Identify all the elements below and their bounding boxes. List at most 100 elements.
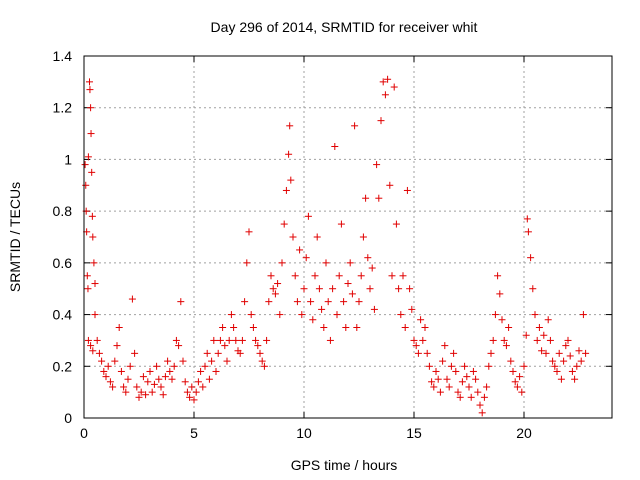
data-point: [170, 362, 178, 370]
data-point: [320, 324, 328, 331]
data-point: [87, 104, 95, 112]
data-point: [496, 290, 504, 298]
plot-frame: [83, 55, 613, 419]
data-point: [397, 311, 405, 319]
data-point: [238, 336, 246, 344]
data-point: [146, 367, 154, 375]
data-point: [197, 367, 205, 375]
data-point: [86, 86, 94, 94]
data-point: [245, 228, 253, 236]
data-point: [467, 393, 475, 401]
data-point: [529, 285, 537, 293]
data-point: [265, 298, 273, 306]
data-point: [144, 378, 152, 386]
data-point: [139, 373, 147, 381]
data-point: [192, 388, 200, 396]
data-point: [86, 78, 93, 86]
data-point: [188, 383, 196, 391]
data-point: [201, 362, 209, 370]
data-point: [531, 311, 539, 319]
data-point: [412, 342, 420, 350]
data-point: [260, 362, 268, 370]
data-point: [348, 290, 356, 298]
data-point: [179, 357, 187, 365]
data-point: [582, 349, 590, 357]
data-point: [331, 143, 339, 150]
data-point: [557, 375, 565, 383]
y-tick-label: 0.2: [53, 358, 73, 374]
data-point: [454, 388, 462, 396]
data-point: [322, 259, 330, 267]
data-point: [384, 75, 392, 83]
data-point: [199, 383, 207, 391]
data-point: [480, 393, 488, 401]
data-point: [291, 272, 299, 280]
y-tick-label: 1: [64, 151, 72, 167]
data-point: [100, 367, 108, 375]
data-point: [243, 259, 251, 267]
data-point: [524, 228, 532, 236]
data-point: [445, 383, 453, 391]
data-point: [269, 285, 277, 293]
data-point: [81, 161, 89, 169]
data-point: [286, 122, 294, 130]
data-point: [366, 285, 374, 293]
data-point: [573, 362, 581, 370]
data-point: [509, 367, 517, 375]
data-point: [463, 373, 471, 381]
data-point: [469, 367, 477, 375]
data-point: [560, 357, 568, 365]
data-point: [225, 336, 233, 344]
data-point: [128, 295, 136, 303]
data-point: [436, 388, 444, 396]
data-point: [111, 357, 119, 365]
data-point: [357, 272, 365, 280]
data-point: [87, 342, 95, 350]
data-point: [373, 161, 381, 169]
data-point: [161, 373, 169, 381]
data-point: [423, 349, 431, 357]
data-point: [403, 186, 411, 194]
data-point: [399, 272, 407, 280]
data-point: [538, 347, 546, 355]
data-point: [221, 342, 229, 350]
data-point: [166, 367, 174, 375]
data-point: [450, 349, 458, 357]
x-tick-label: 15: [406, 425, 422, 441]
data-point: [175, 342, 183, 350]
data-point: [89, 347, 97, 355]
data-point: [546, 336, 554, 344]
data-point: [194, 378, 202, 386]
data-point: [263, 336, 271, 344]
data-point: [83, 272, 91, 280]
data-point: [278, 259, 286, 267]
data-point: [333, 311, 341, 319]
data-point: [315, 285, 323, 293]
data-point: [84, 336, 92, 344]
data-point: [410, 336, 418, 344]
data-point: [434, 375, 442, 383]
data-point: [249, 324, 257, 331]
data-point: [491, 311, 499, 319]
x-tick-label: 5: [190, 425, 198, 441]
data-point: [518, 388, 526, 396]
data-point: [223, 357, 231, 365]
data-point: [109, 383, 117, 391]
y-tick-label: 0.4: [53, 307, 73, 323]
data-point: [106, 378, 114, 386]
data-point: [353, 324, 361, 331]
data-point: [293, 298, 301, 306]
data-point: [474, 388, 482, 396]
data-point: [95, 349, 103, 357]
data-point: [289, 233, 297, 241]
data-point: [307, 298, 315, 306]
data-point: [256, 349, 264, 357]
data-point: [478, 409, 486, 417]
data-point: [326, 336, 334, 344]
y-tick-label: 0.8: [53, 203, 73, 219]
data-point: [84, 285, 92, 293]
data-point: [285, 150, 293, 158]
data-point: [522, 331, 530, 339]
y-axis-label: SRMTID / TECUs: [7, 182, 23, 292]
data-point: [500, 336, 508, 344]
